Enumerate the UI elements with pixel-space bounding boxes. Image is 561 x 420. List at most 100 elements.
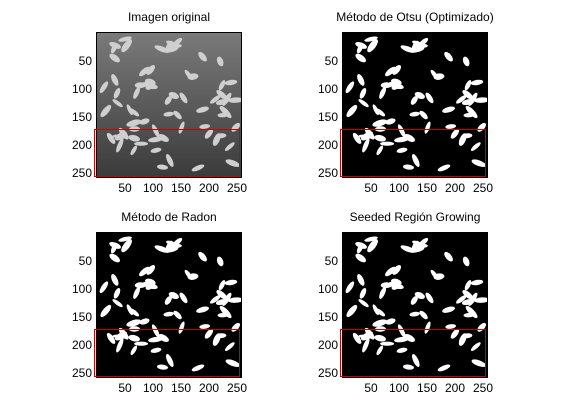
rice-grain <box>191 364 205 372</box>
rice-grain <box>106 332 116 344</box>
rice-grain <box>474 297 487 303</box>
rice-grain <box>134 141 149 146</box>
rice-grain <box>166 154 174 167</box>
rice-grain <box>379 286 387 299</box>
rice-grain <box>139 66 150 77</box>
rice-grain <box>222 292 232 306</box>
rice-grain <box>212 333 221 346</box>
rice-grain <box>462 290 473 300</box>
rice-grain <box>392 264 402 275</box>
rice-grain <box>218 80 226 91</box>
panel-radon: Método de Radon 50 100 150 200 250 50 10… <box>72 210 247 395</box>
rice-grain <box>355 253 366 263</box>
rice-grain <box>402 164 415 170</box>
ytick-label: 150 <box>317 110 338 124</box>
rice-grain <box>362 338 370 353</box>
rice-grain <box>410 95 418 105</box>
rice-grain <box>204 128 214 139</box>
rice-grain <box>109 53 120 63</box>
image-seeded <box>342 232 488 378</box>
rice-grain <box>164 295 172 305</box>
ytick-label: 150 <box>71 110 92 124</box>
xtick-label: 250 <box>226 181 248 195</box>
rice-grain <box>450 328 460 339</box>
rice-grain <box>404 333 415 343</box>
rice-grain <box>173 310 182 320</box>
rice-grain <box>396 147 408 153</box>
ytick-label: 200 <box>317 338 338 352</box>
rice-grain <box>364 36 378 42</box>
rice-grain <box>462 90 473 100</box>
rice-grain <box>154 245 170 253</box>
rice-grain <box>474 97 487 103</box>
rice-grain <box>345 281 355 294</box>
rice-grain <box>199 124 211 129</box>
rice-grain <box>362 138 370 153</box>
rice-grain <box>367 239 378 253</box>
rice-grain <box>216 90 227 100</box>
xtick-label: 150 <box>416 181 438 195</box>
panel-original: Imagen original 50 100 150 200 250 50 10… <box>72 10 247 195</box>
rice-grain <box>114 331 128 341</box>
rice-grain <box>400 245 416 253</box>
rice-grain <box>219 105 232 119</box>
rice-grain <box>184 69 193 80</box>
rice-grain <box>113 287 121 299</box>
rice-grain <box>364 236 378 242</box>
xtick-label: 150 <box>170 381 192 395</box>
rice-grain <box>409 311 420 317</box>
rice-grain <box>367 39 378 53</box>
rice-grain <box>126 119 142 127</box>
rice-grain <box>163 111 174 117</box>
rice-grain <box>456 95 467 104</box>
rice-grain <box>470 79 484 86</box>
rice-grain <box>385 266 396 277</box>
rice-grain <box>121 39 132 53</box>
rice-grain <box>419 110 428 120</box>
rice-grain <box>352 332 362 344</box>
panel-title: Imagen original <box>127 10 211 24</box>
rice-grain <box>225 359 241 367</box>
image-original <box>96 32 242 178</box>
rice-grain <box>470 342 481 351</box>
rice-grain <box>133 286 141 299</box>
rice-grain <box>196 106 209 113</box>
rice-grain <box>118 236 132 242</box>
xtick-label: 50 <box>364 381 378 395</box>
rice-grain <box>456 295 467 304</box>
rice-grain <box>110 242 118 254</box>
rice-grain <box>380 141 395 146</box>
rice-grain <box>222 92 232 106</box>
roi-rectangle <box>94 129 240 177</box>
rice-grain <box>116 138 124 153</box>
rice-grain <box>216 290 227 300</box>
rice-grain <box>360 331 374 341</box>
rice-grain <box>128 134 140 142</box>
xtick-label: 200 <box>198 181 220 195</box>
rice-grain <box>345 81 355 94</box>
rice-grain <box>204 328 214 339</box>
rice-grain <box>374 134 386 142</box>
rice-grain <box>352 132 362 144</box>
rice-grain <box>112 299 123 308</box>
rice-grain <box>216 256 224 267</box>
rice-grain <box>412 354 420 367</box>
rice-grain <box>462 256 470 267</box>
rice-grain <box>358 99 369 108</box>
rice-grain <box>126 304 133 316</box>
rice-grain <box>116 338 124 353</box>
ytick-label: 50 <box>78 54 92 68</box>
rice-grain <box>100 304 112 318</box>
rice-grain <box>224 342 235 351</box>
rice-grain <box>217 112 229 118</box>
xtick-label: 50 <box>364 181 378 195</box>
xtick-label: 100 <box>388 181 410 195</box>
rice-grain <box>142 281 158 290</box>
roi-rectangle <box>340 329 486 377</box>
rice-grain <box>178 121 185 134</box>
rice-grain <box>400 45 416 53</box>
rice-grain <box>430 269 439 280</box>
rice-grain <box>178 321 185 334</box>
xtick-label: 150 <box>170 181 192 195</box>
ytick-label: 100 <box>71 82 92 96</box>
